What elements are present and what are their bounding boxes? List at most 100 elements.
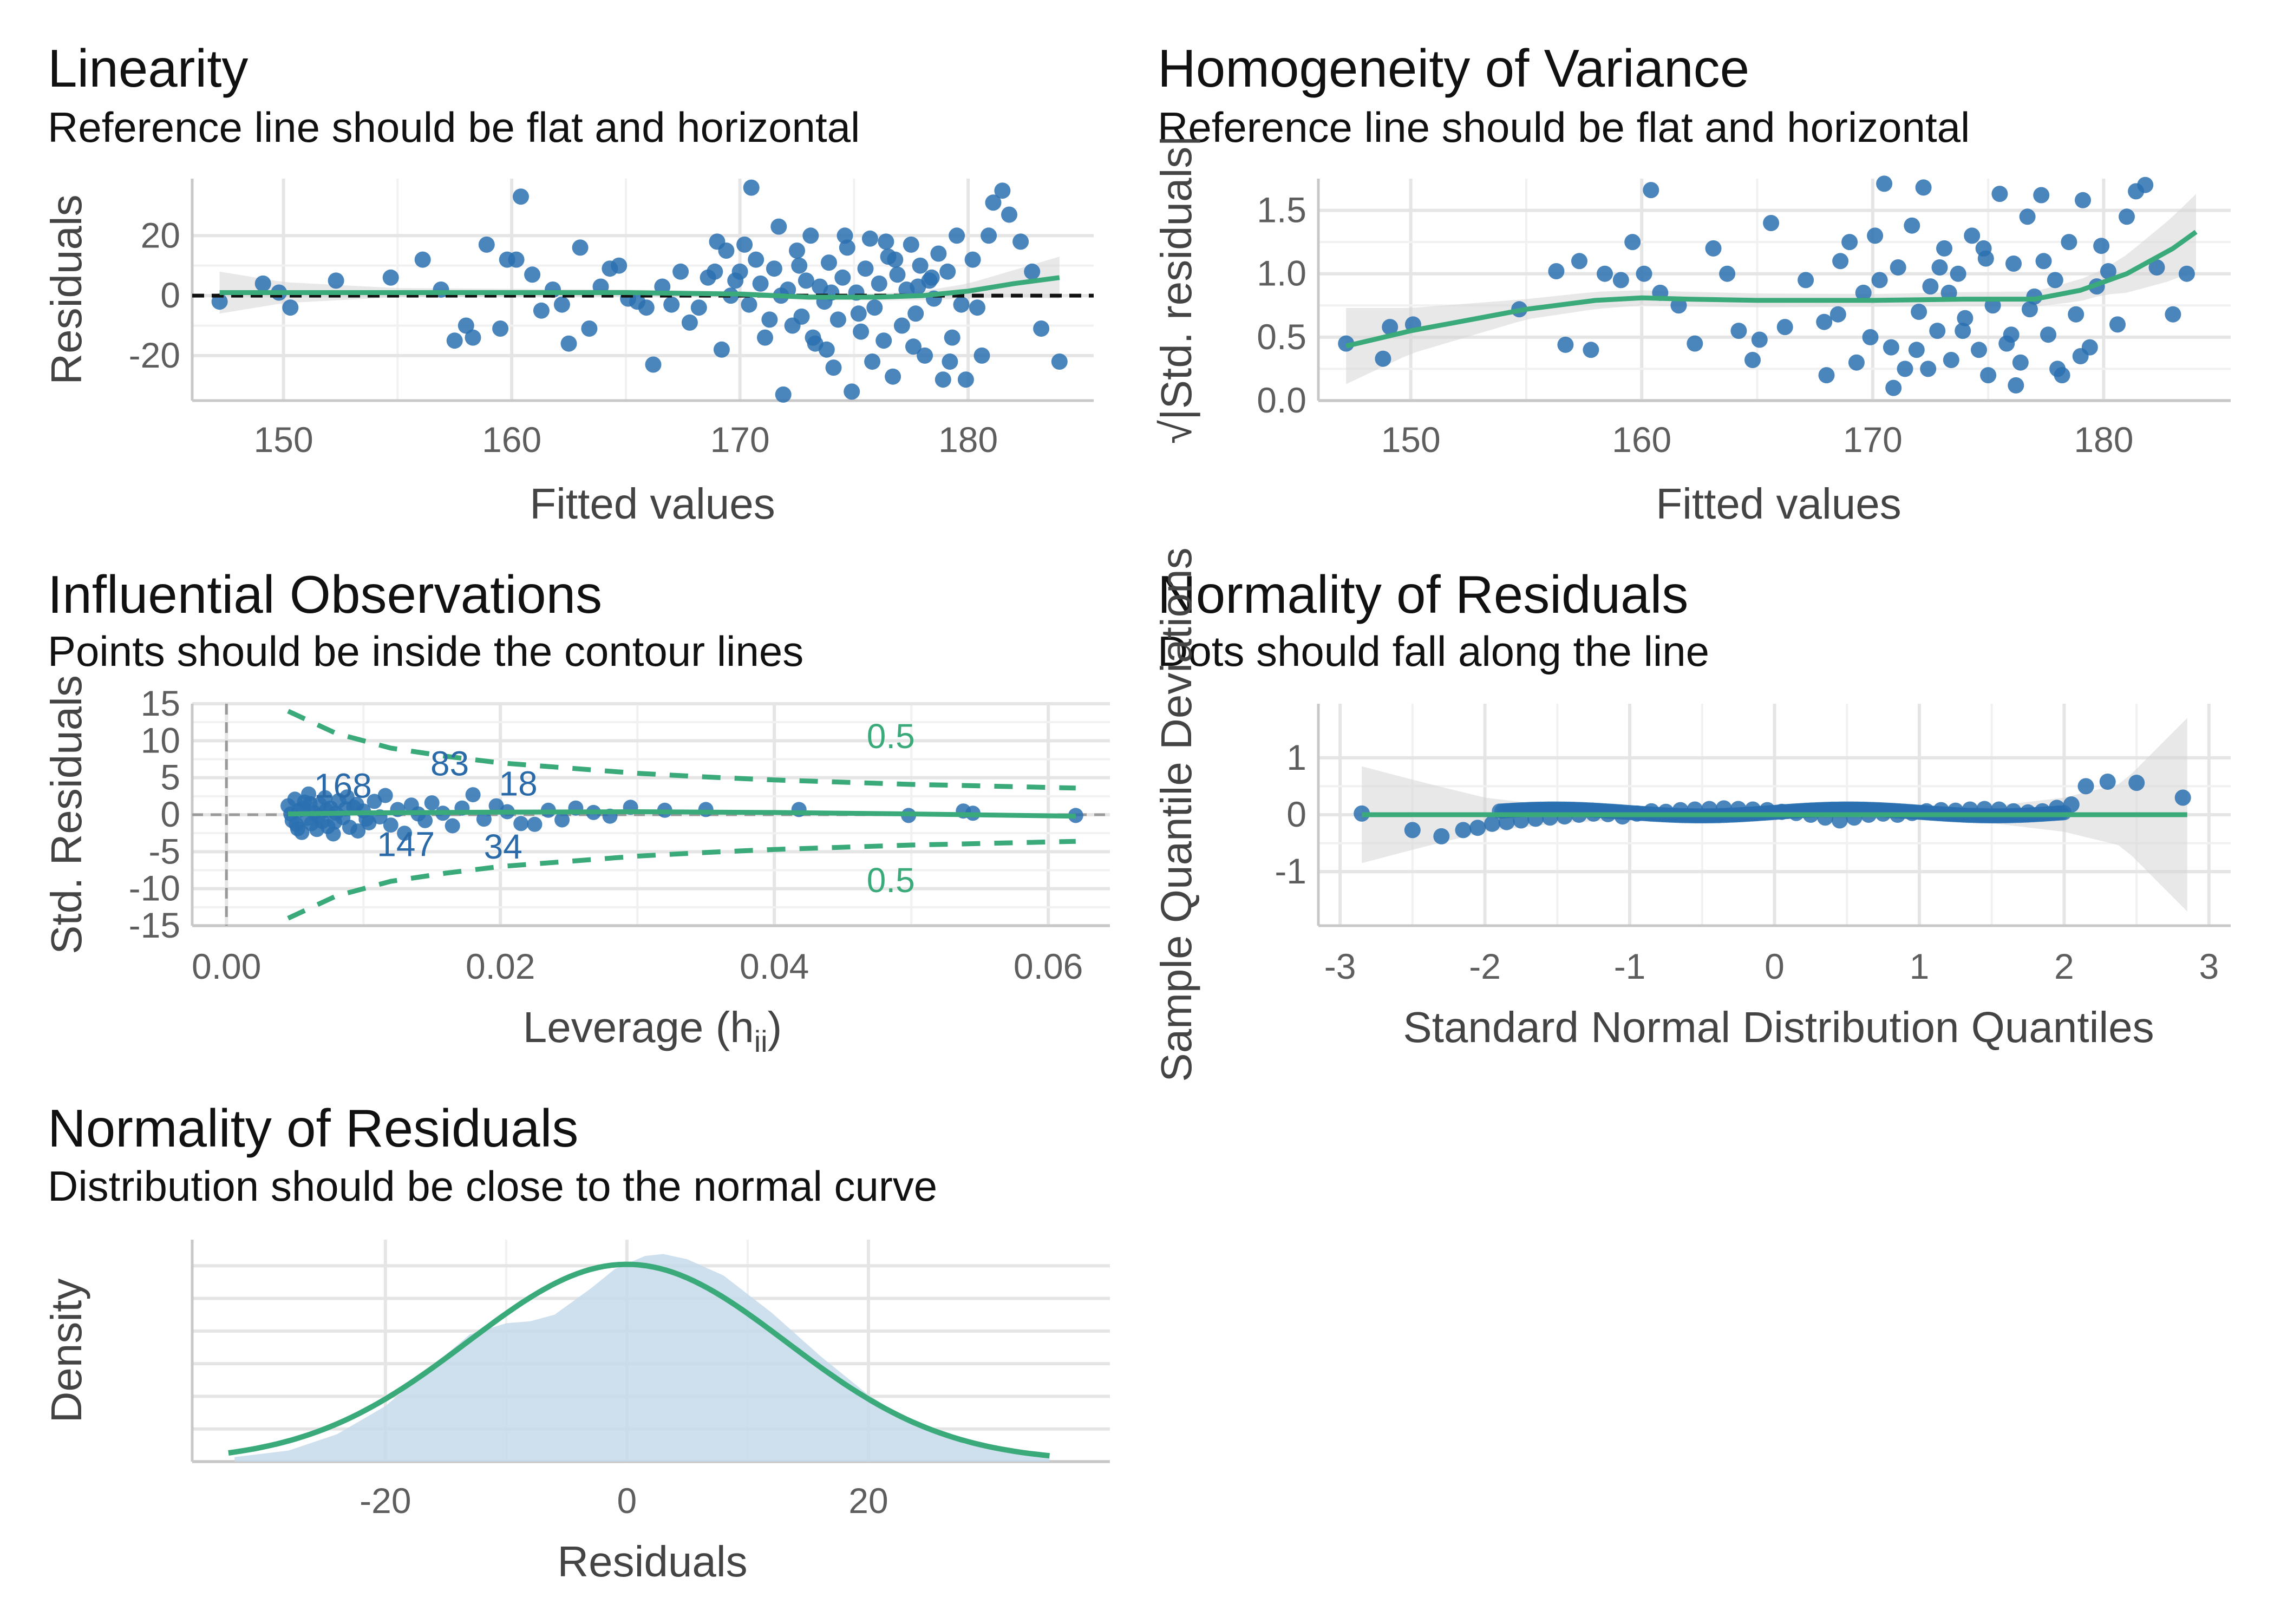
x-tick-label: 0.04	[740, 946, 809, 986]
panel-subtitle: Points should be inside the contour line…	[48, 627, 803, 675]
data-point	[944, 329, 960, 346]
data-point	[2075, 192, 2091, 208]
y-axis-label: √|Std. residuals|	[1152, 135, 1200, 444]
data-point	[887, 251, 904, 268]
data-point	[949, 227, 965, 244]
x-axis-label: Fitted values	[530, 480, 775, 528]
data-point	[465, 787, 481, 803]
y-tick-label: 0	[160, 794, 180, 834]
data-point	[1548, 263, 1565, 279]
data-point	[875, 332, 892, 349]
data-point	[2137, 176, 2154, 193]
panel-title: Influential Observations	[48, 565, 602, 624]
data-point	[743, 179, 760, 196]
data-point	[923, 269, 940, 286]
x-tick-label: -2	[1469, 946, 1501, 986]
data-point	[581, 320, 598, 337]
x-tick-label: -20	[360, 1481, 411, 1521]
data-point	[1557, 336, 1574, 353]
x-axis-label: Standard Normal Distribution Quantiles	[1403, 1003, 2154, 1051]
data-point	[1929, 323, 1946, 339]
data-point	[417, 813, 433, 828]
data-point	[793, 308, 810, 325]
data-point	[1980, 367, 1997, 384]
data-point	[2148, 259, 2165, 276]
x-tick-label: 0.00	[192, 946, 261, 986]
x-axis-label-end: )	[768, 1003, 782, 1051]
x-axis-label: Fitted values	[1656, 480, 1901, 528]
data-point	[942, 353, 958, 370]
x-tick-label: 2	[2054, 946, 2074, 986]
data-point	[1943, 352, 1959, 368]
data-point	[2021, 301, 2038, 318]
data-point	[1455, 822, 1472, 839]
panel-title: Normality of Residuals	[48, 1098, 578, 1158]
data-point	[798, 272, 814, 289]
data-point	[1433, 828, 1450, 844]
data-point	[2047, 272, 2063, 289]
data-point	[825, 359, 842, 376]
data-point	[866, 299, 883, 316]
data-point	[211, 293, 228, 310]
data-point	[553, 296, 570, 313]
data-point	[524, 266, 541, 283]
panel-homogeneity: Homogeneity of Variance Reference line sh…	[1152, 38, 2231, 528]
data-point	[805, 329, 821, 346]
data-point	[1991, 186, 2008, 202]
data-point	[1940, 284, 1957, 301]
data-point	[446, 332, 463, 349]
data-point	[731, 263, 748, 280]
data-point	[1871, 272, 1888, 289]
data-point	[327, 814, 343, 830]
data-point	[1354, 805, 1370, 822]
data-point	[829, 311, 846, 328]
data-point	[445, 818, 460, 834]
data-point	[513, 816, 529, 831]
data-point	[907, 305, 924, 322]
y-tick-label: 1.0	[1257, 253, 1306, 293]
data-point	[1911, 304, 1927, 320]
data-point	[638, 299, 655, 316]
panel-subtitle: Dots should fall along the line	[1158, 627, 1709, 675]
data-point	[2040, 326, 2056, 343]
data-point	[871, 275, 887, 292]
data-point	[893, 317, 910, 334]
y-tick-label: 5	[160, 757, 180, 797]
contour-label-upper: 0.5	[867, 717, 915, 756]
data-point	[533, 302, 550, 319]
data-point	[328, 272, 344, 289]
data-point	[672, 263, 689, 280]
data-point	[382, 269, 399, 286]
data-point	[2100, 263, 2116, 279]
data-point	[254, 275, 271, 292]
data-point	[1597, 265, 1613, 282]
data-point	[770, 218, 787, 235]
data-point	[861, 230, 878, 247]
data-point	[377, 788, 393, 803]
data-point	[2119, 208, 2135, 225]
data-point	[513, 188, 529, 205]
data-point	[1848, 354, 1865, 371]
data-point	[953, 296, 970, 313]
data-point	[424, 795, 440, 811]
data-point	[889, 266, 906, 283]
data-point	[1876, 175, 1893, 192]
y-tick-label: 0	[160, 275, 180, 315]
data-point	[681, 314, 698, 331]
data-point	[2093, 238, 2110, 254]
data-point	[282, 299, 299, 316]
y-tick-label: -20	[129, 335, 180, 375]
data-point	[302, 796, 318, 811]
data-point	[736, 236, 753, 253]
data-point	[741, 296, 757, 313]
data-point	[802, 227, 819, 244]
data-point	[752, 275, 769, 292]
data-point	[1024, 263, 1041, 280]
y-axis-label: Std. Residuals	[42, 675, 90, 954]
data-point	[358, 811, 374, 827]
data-points	[211, 179, 1068, 403]
data-point	[964, 251, 981, 268]
data-point	[1964, 227, 1981, 244]
